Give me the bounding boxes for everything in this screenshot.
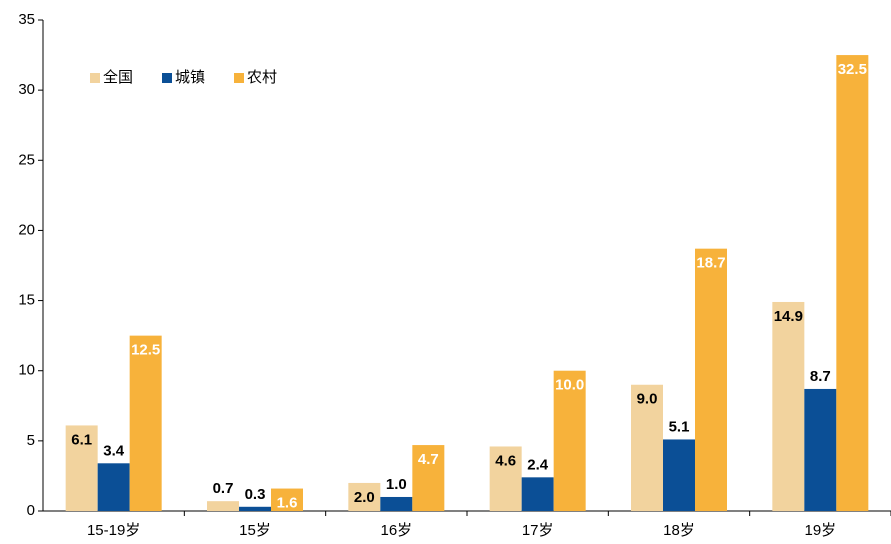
legend-label: 城镇 (175, 69, 205, 86)
value-label: 12.5 (131, 342, 160, 359)
bar (553, 370, 586, 511)
value-label: 2.0 (354, 489, 375, 506)
value-label: 32.5 (838, 61, 867, 78)
legend-label: 农村 (247, 69, 277, 86)
legend-label: 全国 (103, 68, 133, 86)
value-label: 1.0 (386, 476, 407, 493)
x-tick-label: 18岁 (663, 522, 695, 539)
bar (836, 55, 869, 511)
x-tick-label: 15-19岁 (87, 522, 140, 539)
bar (65, 425, 98, 511)
legend-swatch (234, 73, 244, 83)
y-tick-label: 20 (18, 221, 35, 238)
bar (412, 445, 445, 511)
legend-swatch (90, 73, 100, 83)
value-label: 1.6 (277, 495, 298, 512)
value-label: 6.1 (71, 431, 92, 448)
value-label: 0.3 (245, 486, 266, 503)
bar (380, 496, 413, 511)
value-label: 4.6 (495, 452, 516, 469)
x-tick-label: 17岁 (522, 522, 554, 539)
value-label: 18.7 (696, 255, 725, 272)
bar (97, 463, 130, 511)
bar (663, 439, 695, 511)
bar (695, 248, 727, 511)
bar (348, 482, 381, 511)
y-tick-label: 35 (18, 11, 35, 28)
y-tick-label: 0 (27, 502, 35, 519)
x-tick-label: 16岁 (380, 522, 412, 539)
legend-swatch (162, 73, 172, 83)
bar (207, 501, 239, 511)
value-label: 0.7 (213, 480, 234, 497)
y-tick-label: 5 (27, 432, 35, 449)
bar (631, 384, 663, 511)
y-tick-label: 15 (18, 292, 35, 309)
bar (489, 446, 522, 511)
value-label: 3.4 (103, 442, 125, 459)
bar (521, 477, 554, 511)
y-tick-label: 25 (18, 151, 35, 168)
x-tick-label: 15岁 (239, 522, 271, 539)
value-label: 8.7 (810, 368, 831, 385)
value-label: 10.0 (555, 377, 584, 394)
bar (239, 506, 271, 511)
bar (271, 488, 303, 511)
value-label: 5.1 (669, 418, 690, 435)
y-tick-label: 10 (18, 362, 35, 379)
y-tick-label: 30 (18, 81, 35, 98)
bar (772, 301, 805, 511)
value-label: 14.9 (774, 308, 803, 325)
value-label: 2.4 (527, 456, 549, 473)
bar (804, 388, 837, 511)
value-label: 9.0 (637, 391, 658, 408)
bar (129, 335, 162, 511)
x-tick-label: 19岁 (804, 522, 836, 539)
value-label: 4.7 (418, 451, 439, 468)
